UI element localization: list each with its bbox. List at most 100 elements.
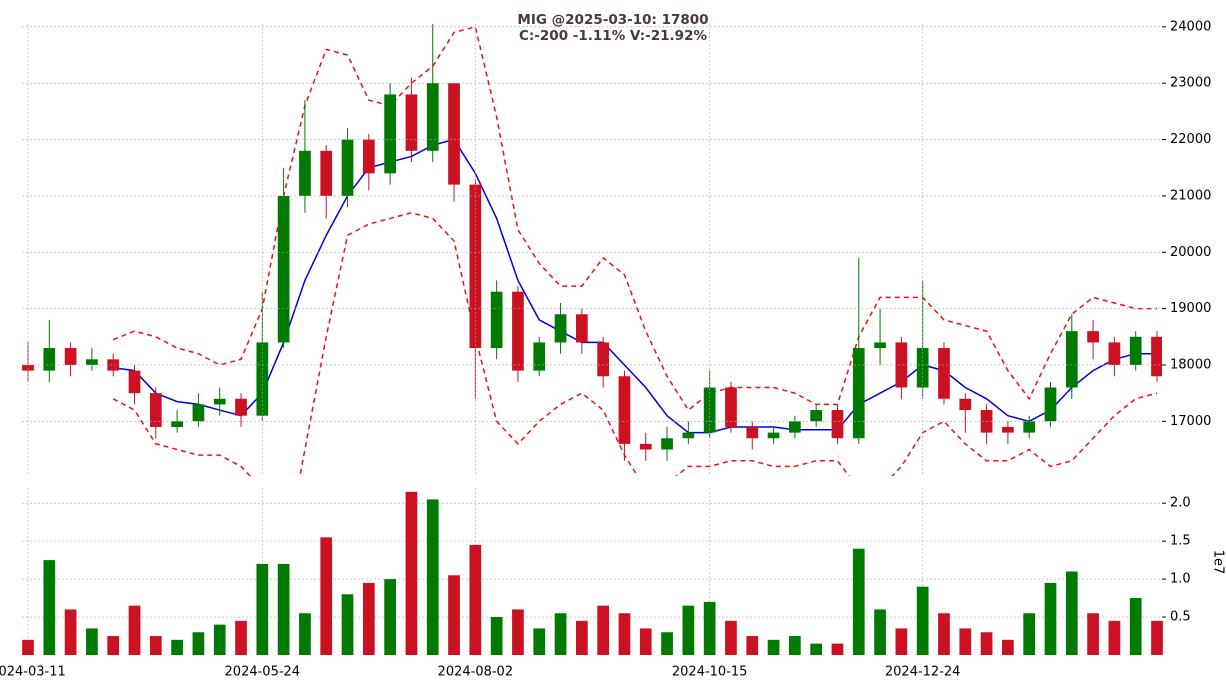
- candle-body: [64, 348, 77, 365]
- candle-body: [831, 410, 844, 439]
- volume-bar: [874, 609, 886, 655]
- candle-body: [810, 410, 823, 422]
- candle-body: [639, 443, 652, 450]
- volume-bar: [128, 605, 141, 655]
- volume-bar: [149, 636, 162, 655]
- volume-bar: [533, 628, 546, 655]
- volume-bar: [597, 605, 610, 655]
- candle-body: [1023, 421, 1036, 433]
- candle-body: [1065, 331, 1078, 388]
- volume-bar: [575, 620, 588, 655]
- candle-body: [852, 348, 865, 439]
- volume-bar: [1023, 613, 1036, 655]
- candle-body: [128, 370, 141, 394]
- candle-body: [618, 376, 631, 444]
- volume-bar: [661, 632, 673, 655]
- candle-body: [277, 195, 290, 343]
- candle-body: [938, 348, 950, 399]
- candle-body: [597, 342, 610, 377]
- lower-line: [112, 212, 1158, 476]
- volume-bar: [831, 643, 844, 655]
- candle-body: [149, 393, 162, 427]
- candle-body: [469, 184, 482, 349]
- candle-body: [86, 359, 98, 365]
- candle-body: [725, 387, 737, 427]
- candle-body: [299, 150, 311, 196]
- chart-subtitle: C:-200 -1.11% V:-21.92%: [519, 28, 707, 44]
- candle-body: [107, 359, 120, 371]
- y-tick-label: 17000: [1170, 414, 1211, 429]
- candle-body: [682, 432, 695, 439]
- volume-bar: [1065, 571, 1078, 655]
- volume-bar: [1151, 620, 1163, 655]
- candle-body: [959, 398, 972, 411]
- candle-body: [1002, 426, 1014, 433]
- volume-tick-label: 0.5: [1170, 610, 1191, 625]
- candle-body: [192, 404, 205, 422]
- candle-body: [575, 314, 588, 343]
- volume-bar: [107, 636, 120, 655]
- volume-bar: [171, 639, 183, 655]
- x-tick-label: 2024-12-24: [885, 665, 961, 680]
- y-tick-label: 22000: [1170, 132, 1211, 147]
- y-tick-label: 20000: [1170, 245, 1211, 260]
- candle-body: [554, 314, 567, 343]
- volume-bar: [980, 632, 993, 655]
- volume-bar: [405, 491, 418, 655]
- volume-bar: [1044, 582, 1057, 655]
- candle-body: [1108, 342, 1121, 365]
- candle-body: [1044, 387, 1057, 422]
- volume-bar: [1129, 598, 1142, 655]
- volume-bar: [426, 499, 439, 655]
- volume-bar: [554, 613, 567, 655]
- volume-bar: [767, 639, 780, 655]
- volume-bar: [895, 628, 908, 655]
- volume-bar: [1108, 620, 1121, 655]
- candle-body: [320, 150, 333, 196]
- ma-line: [113, 138, 1157, 434]
- candle-body: [874, 342, 886, 349]
- candle-body: [512, 291, 524, 371]
- y-tick-label: 23000: [1170, 76, 1211, 91]
- volume-offset: 1e7: [1211, 550, 1226, 575]
- volume-bar: [1087, 613, 1099, 655]
- volume-bar: [384, 579, 396, 655]
- volume-bar: [682, 605, 695, 655]
- candle-body: [746, 426, 759, 439]
- volume-bar: [192, 632, 205, 655]
- candle-body: [362, 139, 375, 174]
- volume-bar: [299, 613, 311, 655]
- candle-body: [1087, 331, 1099, 343]
- volume-bar: [746, 636, 759, 655]
- volume-bar: [725, 620, 737, 655]
- volume-bar: [213, 624, 226, 655]
- candle-body: [213, 398, 226, 405]
- volume-bar: [43, 560, 56, 655]
- y-tick-label: 24000: [1170, 19, 1211, 34]
- volume-bar: [618, 613, 631, 655]
- y-tick-label: 18000: [1170, 357, 1211, 372]
- candle-body: [426, 83, 439, 151]
- candle-body: [22, 364, 34, 371]
- y-tick-label: 19000: [1170, 301, 1211, 316]
- candle-body: [895, 342, 908, 388]
- x-tick-label: 2024-05-24: [225, 665, 301, 680]
- volume-bar: [64, 609, 77, 655]
- volume-bar: [1002, 639, 1014, 655]
- y-tick-label: 21000: [1170, 188, 1211, 203]
- volume-bar: [469, 544, 482, 655]
- volume-bar: [448, 575, 460, 655]
- x-tick-label: 2024-08-02: [438, 665, 514, 680]
- candle-body: [235, 398, 247, 416]
- volume-bar: [362, 582, 375, 655]
- x-tick-label: 2024-10-15: [672, 665, 748, 680]
- volume-bar: [916, 586, 929, 655]
- volume-bar: [789, 636, 801, 655]
- volume-bar: [703, 601, 716, 655]
- volume-bar: [256, 563, 269, 655]
- price-panel: [22, 24, 1162, 476]
- candle-body: [405, 94, 418, 151]
- volume-bar: [852, 548, 865, 655]
- volume-bar: [341, 594, 354, 655]
